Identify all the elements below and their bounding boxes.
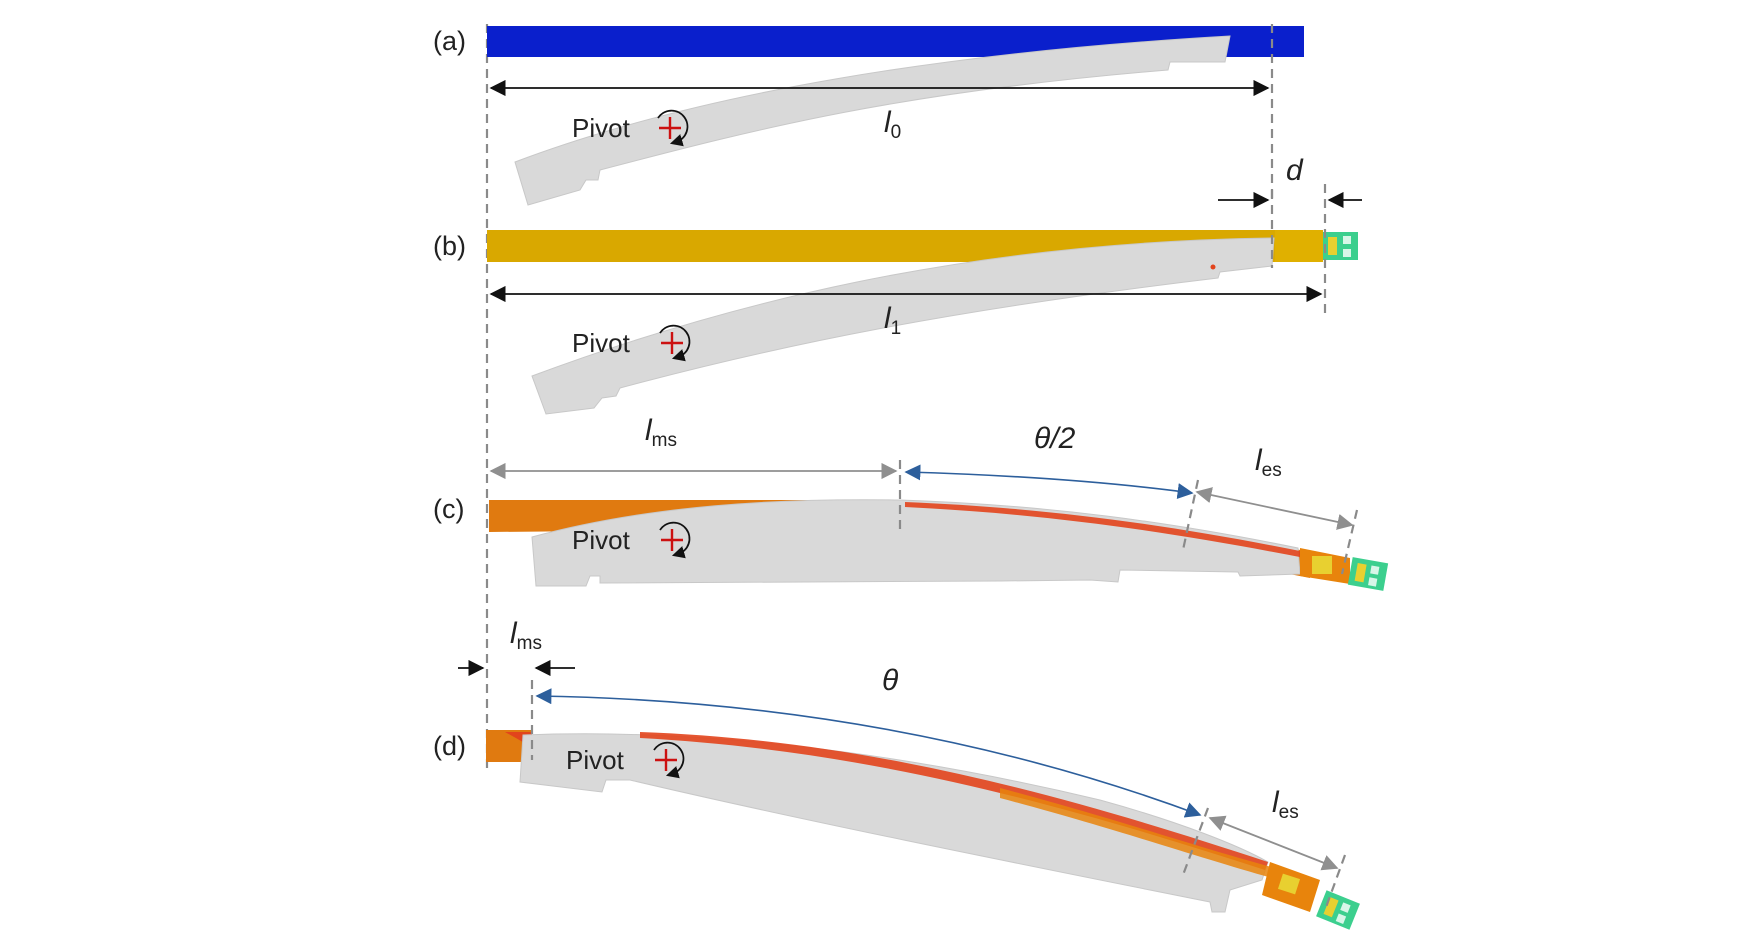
panel-c-angle-arc xyxy=(904,464,1194,500)
rotation-arrow-icon xyxy=(659,521,691,559)
panel-a: (a) l0 Pivot xyxy=(433,24,1304,206)
panel-c-stress-band xyxy=(905,502,1305,558)
panel-b-tip-strip xyxy=(1275,230,1323,262)
panel-d-es-end-dashed xyxy=(1323,854,1347,911)
panel-d-angle-arc xyxy=(535,688,1202,818)
pivot-cross-icon xyxy=(655,749,677,771)
panel-d: (d) lms θ les Pivot xyxy=(433,617,1360,930)
panel-d-pivot-icon xyxy=(653,741,685,779)
panel-d-pivot-label: Pivot xyxy=(566,745,625,775)
panel-b-label: (b) xyxy=(433,231,466,261)
panel-b-gap-label: d xyxy=(1286,154,1304,187)
panel-a-label: (a) xyxy=(433,26,466,56)
panel-c-label: (c) xyxy=(433,494,464,524)
panel-c-pivot-label: Pivot xyxy=(572,525,631,555)
panel-d-tip-yellow xyxy=(1277,873,1301,895)
pivot-cross-icon xyxy=(661,332,683,354)
panel-b-pivot-icon xyxy=(659,324,691,362)
panel-a-pivot-label: Pivot xyxy=(572,113,631,143)
panel-d-es-start-dashed xyxy=(1181,807,1210,876)
panel-c-es-label: les xyxy=(1255,444,1282,481)
panel-b-body xyxy=(531,237,1275,415)
rotation-arrow-icon xyxy=(659,324,691,362)
panel-d-body xyxy=(519,733,1269,913)
panel-b-stress-point xyxy=(1210,264,1216,270)
panel-b-length-label: l1 xyxy=(884,302,901,339)
panel-b: (b) d l1 Pivot xyxy=(433,154,1362,415)
panel-b-pivot-label: Pivot xyxy=(572,328,631,358)
panel-c-ms-label: lms xyxy=(645,414,677,451)
panel-c-es-arrow xyxy=(1195,487,1354,530)
panel-c-pivot-icon xyxy=(659,521,691,559)
panel-d-contact-pad xyxy=(1316,890,1360,930)
panel-d-angle-label: θ xyxy=(882,664,899,697)
panel-d-es-label: les xyxy=(1272,786,1299,823)
pivot-cross-icon xyxy=(661,529,683,551)
panel-d-label: (d) xyxy=(433,731,466,761)
rotation-arrow-icon xyxy=(657,109,689,147)
panel-b-contact-pad xyxy=(1323,232,1358,260)
panel-a-body xyxy=(514,35,1231,206)
panel-c-es-start-dashed xyxy=(1181,479,1200,551)
pivot-cross-icon xyxy=(659,117,681,139)
panel-d-es-arrow xyxy=(1208,815,1339,871)
panel-c-angle-label: θ/2 xyxy=(1034,422,1076,455)
panel-c-tip-yellow xyxy=(1312,556,1332,574)
panel-c-es-end-dashed xyxy=(1340,509,1359,575)
panel-d-ms-label: lms xyxy=(510,617,542,654)
panel-a-pivot-icon xyxy=(657,109,689,147)
panel-c-contact-pad xyxy=(1347,557,1389,591)
rotation-arrow-icon xyxy=(653,741,685,779)
panel-a-length-label: l0 xyxy=(884,106,901,143)
panel-c: (c) lms θ/2 les Pivot xyxy=(433,414,1389,591)
